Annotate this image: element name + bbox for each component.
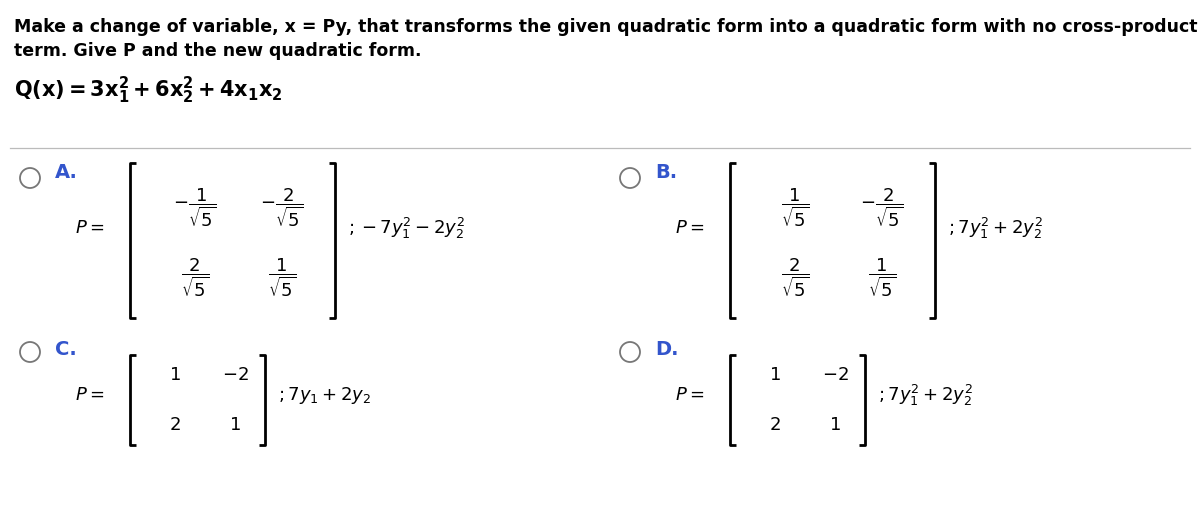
Text: $-\dfrac{2}{\sqrt{5}}$: $-\dfrac{2}{\sqrt{5}}$ bbox=[860, 187, 904, 230]
Text: A.: A. bbox=[55, 163, 78, 182]
Circle shape bbox=[20, 168, 40, 188]
Circle shape bbox=[620, 342, 640, 362]
Text: $; 7y_1^2 + 2y_2^2$: $; 7y_1^2 + 2y_2^2$ bbox=[878, 383, 973, 408]
Text: $P =$: $P =$ bbox=[674, 219, 704, 237]
Text: term. Give P and the new quadratic form.: term. Give P and the new quadratic form. bbox=[14, 42, 421, 60]
Text: $2$: $2$ bbox=[769, 416, 781, 434]
Text: $1$: $1$ bbox=[769, 366, 781, 384]
Text: $-2$: $-2$ bbox=[822, 366, 848, 384]
Text: $1$: $1$ bbox=[229, 416, 241, 434]
Text: D.: D. bbox=[655, 340, 678, 359]
Text: $1$: $1$ bbox=[169, 366, 181, 384]
Text: $; 7y_1^2 + 2y_2^2$: $; 7y_1^2 + 2y_2^2$ bbox=[948, 215, 1043, 241]
Text: $; -7y_1^2 - 2y_2^2$: $; -7y_1^2 - 2y_2^2$ bbox=[348, 215, 464, 241]
Circle shape bbox=[20, 342, 40, 362]
Text: $\dfrac{1}{\sqrt{5}}$: $\dfrac{1}{\sqrt{5}}$ bbox=[268, 257, 296, 299]
Text: $-2$: $-2$ bbox=[222, 366, 248, 384]
Text: $P =$: $P =$ bbox=[74, 386, 104, 404]
Text: $2$: $2$ bbox=[169, 416, 181, 434]
Text: $; 7y_1 + 2y_2$: $; 7y_1 + 2y_2$ bbox=[278, 385, 371, 406]
Text: C.: C. bbox=[55, 340, 77, 359]
Text: $\dfrac{1}{\sqrt{5}}$: $\dfrac{1}{\sqrt{5}}$ bbox=[868, 257, 896, 299]
Text: $1$: $1$ bbox=[829, 416, 841, 434]
Text: $P =$: $P =$ bbox=[74, 219, 104, 237]
Text: B.: B. bbox=[655, 163, 677, 182]
Text: Make a change of variable, x = Py, that transforms the given quadratic form into: Make a change of variable, x = Py, that … bbox=[14, 18, 1198, 36]
Text: $\dfrac{2}{\sqrt{5}}$: $\dfrac{2}{\sqrt{5}}$ bbox=[781, 257, 809, 299]
Text: $\dfrac{2}{\sqrt{5}}$: $\dfrac{2}{\sqrt{5}}$ bbox=[181, 257, 209, 299]
Text: $P =$: $P =$ bbox=[674, 386, 704, 404]
Circle shape bbox=[620, 168, 640, 188]
Text: $-\dfrac{2}{\sqrt{5}}$: $-\dfrac{2}{\sqrt{5}}$ bbox=[260, 187, 304, 230]
Text: $\mathbf{Q(x) = 3x_1^2 + 6x_2^2 + 4x_1x_2}$: $\mathbf{Q(x) = 3x_1^2 + 6x_2^2 + 4x_1x_… bbox=[14, 75, 283, 106]
Text: $\dfrac{1}{\sqrt{5}}$: $\dfrac{1}{\sqrt{5}}$ bbox=[781, 187, 809, 230]
Text: $-\dfrac{1}{\sqrt{5}}$: $-\dfrac{1}{\sqrt{5}}$ bbox=[173, 187, 217, 230]
